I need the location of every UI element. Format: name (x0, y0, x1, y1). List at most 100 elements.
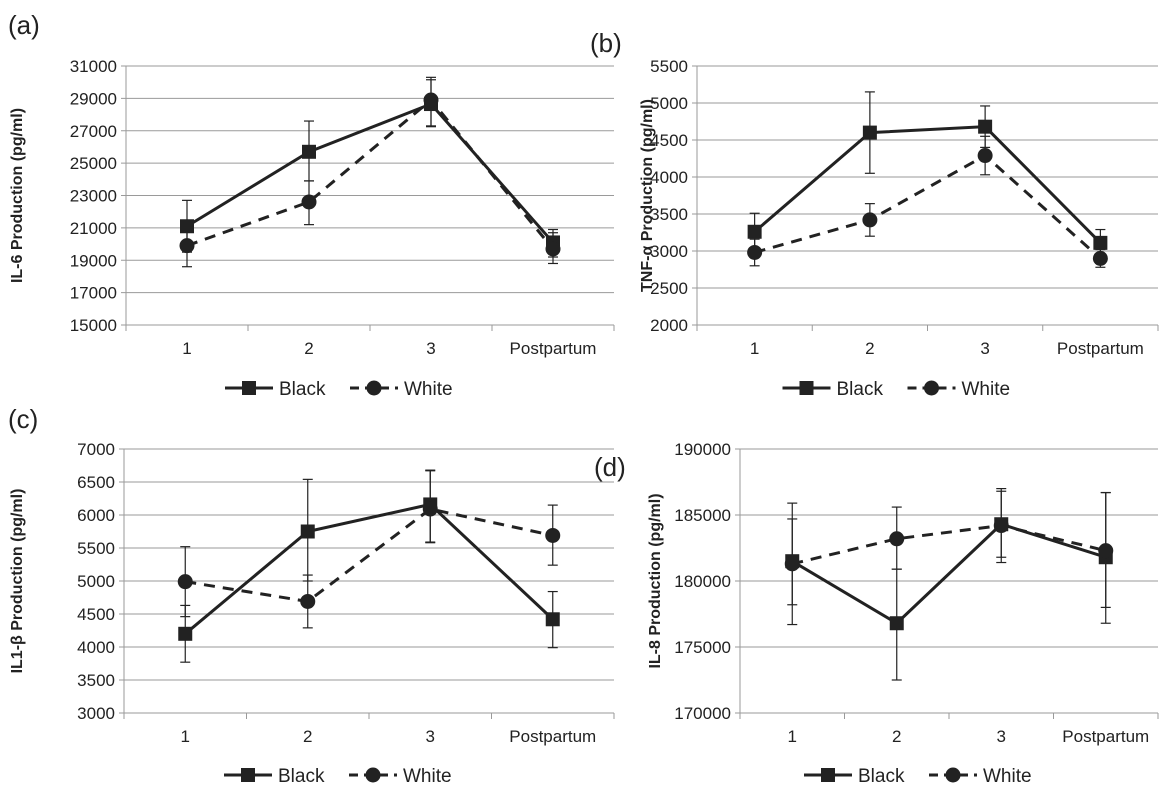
data-point (545, 241, 561, 257)
y-tick-label: 170000 (674, 704, 731, 723)
x-tick-label: Postpartum (510, 339, 597, 358)
series-white (784, 490, 1114, 609)
x-tick-label: 3 (997, 727, 1006, 746)
legend-marker (945, 767, 961, 783)
y-tick-label: 4500 (650, 131, 688, 150)
panel-label: (a) (8, 10, 40, 40)
legend-label: White (404, 379, 453, 400)
y-tick-label: 3000 (650, 242, 688, 261)
y-tick-label: 2000 (650, 316, 688, 335)
panel-c: (c) 3000 3500 4000 4500 5000 5500 6000 6500 7000 1… (8, 404, 615, 786)
data-point (977, 148, 993, 164)
data-point (862, 212, 878, 228)
panel-label: (b) (590, 28, 622, 58)
legend: Black White (225, 379, 453, 400)
legend-item-black: Black (224, 766, 325, 786)
data-point (889, 531, 905, 547)
x-tick-label: 1 (750, 339, 759, 358)
y-tick-label: 6000 (77, 506, 115, 525)
data-point (422, 501, 438, 517)
y-tick-label: 17000 (70, 284, 117, 303)
data-point (1093, 235, 1108, 250)
y-tick-label: 185000 (674, 506, 731, 525)
series-line (185, 507, 554, 604)
y-tick-label: 5500 (650, 57, 688, 76)
series-black (178, 469, 560, 663)
y-tick-label: 23000 (70, 187, 117, 206)
x-tick-label: 3 (980, 339, 989, 358)
series-white (177, 470, 561, 629)
y-axis-title: TNF-α Production (pg/ml) (639, 99, 656, 292)
y-tick-label: 180000 (674, 572, 731, 591)
legend-item-black: Black (225, 379, 326, 400)
series-black (785, 488, 1113, 681)
data-point (993, 518, 1009, 534)
legend-marker (365, 767, 381, 783)
x-tick-label: Postpartum (1057, 339, 1144, 358)
legend-marker (242, 381, 256, 395)
y-tick-label: 3000 (77, 704, 115, 723)
data-point (1098, 543, 1114, 559)
legend-item-black: Black (804, 766, 905, 786)
x-tick-label: 3 (426, 727, 435, 746)
series-line (791, 522, 1107, 626)
data-point (178, 626, 193, 641)
x-tick-label: 1 (181, 727, 190, 746)
panel-b: (b) 2000 2500 3000 3500 4000 4500 5000 5500 1 2 3 Po… (590, 28, 1159, 400)
series-white (179, 76, 561, 268)
y-tick-label: 5500 (77, 539, 115, 558)
data-point (978, 119, 993, 134)
legend-marker (924, 380, 939, 396)
data-point (545, 612, 560, 627)
series-black (747, 91, 1108, 257)
data-point (747, 244, 763, 260)
legend-marker (241, 768, 255, 782)
data-point (301, 194, 317, 210)
y-tick-label: 5000 (77, 572, 115, 591)
y-tick-label: 21000 (70, 219, 117, 238)
y-tick-label: 175000 (674, 638, 731, 657)
legend-label: Black (278, 766, 325, 786)
y-tick-label: 29000 (70, 89, 117, 108)
legend: Black White (804, 766, 1032, 786)
legend-item-white: White (350, 379, 453, 400)
data-point (300, 593, 316, 609)
y-axis-title: IL-8 Production (pg/ml) (647, 493, 664, 668)
y-tick-label: 7000 (77, 440, 115, 459)
x-tick-label: 2 (865, 339, 874, 358)
panel-label: (c) (8, 404, 38, 434)
data-point (177, 574, 193, 590)
y-tick-label: 27000 (70, 122, 117, 141)
series-black (180, 79, 560, 258)
x-tick-label: 3 (426, 339, 435, 358)
x-tick-label: 1 (182, 339, 191, 358)
x-tick-label: Postpartum (509, 727, 596, 746)
legend-marker (821, 768, 835, 782)
data-point (784, 556, 800, 572)
series-line (791, 524, 1107, 566)
y-tick-label: 3500 (650, 205, 688, 224)
data-point (302, 144, 316, 159)
legend-item-white: White (929, 766, 1032, 786)
legend-item-white: White (349, 766, 452, 786)
data-point (545, 527, 561, 543)
data-point (1092, 250, 1108, 266)
data-point (423, 92, 439, 108)
x-tick-label: 2 (892, 727, 901, 746)
y-tick-label: 4000 (650, 168, 688, 187)
legend-marker (366, 380, 382, 396)
series-line (184, 502, 554, 635)
legend-marker (799, 381, 814, 395)
y-tick-label: 25000 (70, 154, 117, 173)
y-tick-label: 6500 (77, 473, 115, 492)
x-tick-label: 1 (788, 727, 797, 746)
legend-item-black: Black (782, 379, 883, 400)
series-line (753, 125, 1102, 244)
y-tick-label: 15000 (70, 316, 117, 335)
y-tick-label: 19000 (70, 251, 117, 270)
x-tick-label: 2 (303, 727, 312, 746)
legend-label: Black (858, 766, 905, 786)
series-line (186, 102, 555, 244)
data-point (889, 616, 904, 631)
